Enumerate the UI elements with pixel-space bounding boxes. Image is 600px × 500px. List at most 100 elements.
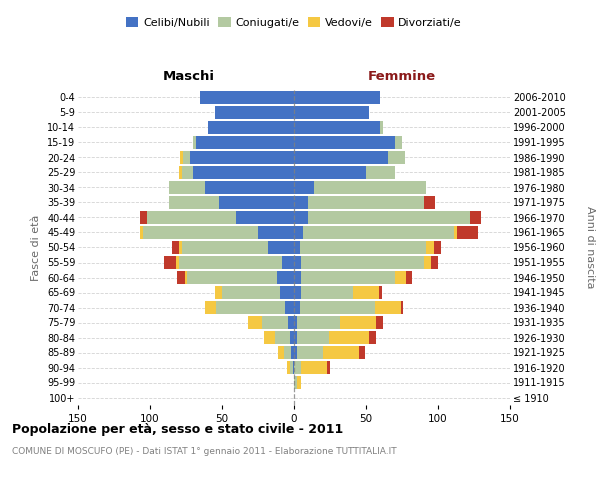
Bar [284,346,291,358]
Bar [180,152,183,164]
Text: Femmine: Femmine [368,70,436,82]
Bar [294,106,369,118]
Bar [140,226,143,238]
Bar [208,122,294,134]
Bar [294,346,297,358]
Bar [388,152,405,164]
Bar [200,92,294,104]
Bar [176,256,179,268]
Bar [205,302,216,314]
Bar [301,272,395,283]
Bar [327,362,330,374]
Bar [294,362,301,374]
Bar [300,242,427,254]
Bar [268,242,294,254]
Bar [308,212,470,224]
Y-axis label: Anni di nascita: Anni di nascita [585,206,595,288]
Text: COMUNE DI MOSCUFO (PE) - Dati ISTAT 1° gennaio 2011 - Elaborazione TUTTITALIA.IT: COMUNE DI MOSCUFO (PE) - Dati ISTAT 1° g… [12,448,397,456]
Bar [294,302,300,314]
Bar [286,302,294,314]
Bar [293,362,294,374]
Bar [297,316,340,328]
Bar [283,256,294,268]
Bar [172,242,179,254]
Bar [359,346,365,358]
Bar [169,196,219,208]
Bar [248,316,262,328]
Bar [406,272,412,283]
Bar [302,226,454,238]
Bar [294,316,297,328]
Bar [290,332,294,344]
Bar [308,196,424,208]
Bar [178,272,185,283]
Text: Maschi: Maschi [163,70,215,82]
Bar [264,332,275,344]
Bar [353,286,379,298]
Bar [280,286,294,298]
Bar [143,226,258,238]
Bar [294,256,301,268]
Bar [434,242,441,254]
Bar [187,272,277,283]
Bar [297,346,323,358]
Bar [294,332,297,344]
Bar [301,256,424,268]
Bar [294,286,301,298]
Bar [215,106,294,118]
Bar [147,212,236,224]
Bar [300,302,374,314]
Bar [427,242,434,254]
Bar [262,316,288,328]
Bar [294,226,302,238]
Bar [380,122,383,134]
Bar [287,362,290,374]
Bar [222,286,280,298]
Bar [431,256,438,268]
Bar [369,332,376,344]
Bar [366,166,395,178]
Bar [140,212,147,224]
Bar [301,362,327,374]
Bar [164,256,176,268]
Bar [294,136,395,148]
Bar [376,316,383,328]
Bar [374,302,401,314]
Bar [294,92,380,104]
Bar [190,152,294,164]
Bar [278,346,284,358]
Bar [291,346,294,358]
Bar [179,256,283,268]
Y-axis label: Fasce di età: Fasce di età [31,214,41,280]
Bar [395,272,406,283]
Bar [236,212,294,224]
Bar [196,136,294,148]
Bar [182,242,268,254]
Bar [314,182,427,194]
Bar [297,332,329,344]
Bar [179,166,182,178]
Bar [297,376,301,388]
Bar [193,166,294,178]
Bar [294,242,300,254]
Bar [294,122,380,134]
Bar [294,196,308,208]
Bar [454,226,457,238]
Bar [470,212,481,224]
Bar [424,256,431,268]
Bar [379,286,382,298]
Bar [301,286,353,298]
Bar [185,272,187,283]
Bar [169,182,205,194]
Bar [329,332,369,344]
Bar [340,316,376,328]
Bar [457,226,478,238]
Bar [182,166,193,178]
Bar [179,242,182,254]
Bar [205,182,294,194]
Bar [258,226,294,238]
Bar [290,362,293,374]
Bar [294,212,308,224]
Bar [275,332,290,344]
Bar [294,376,297,388]
